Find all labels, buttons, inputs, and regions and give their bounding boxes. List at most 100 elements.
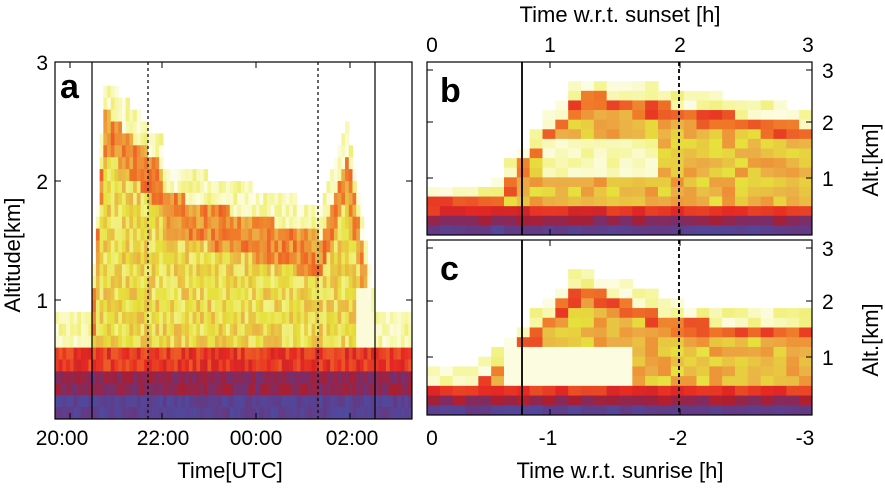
panel-a-label: a [60,68,80,106]
panel-a-cell [203,347,209,361]
panel-a-cell [330,216,335,230]
panel-a-cell [408,383,412,396]
panel-a-cell [345,347,350,361]
panel-a-cell [99,204,104,218]
panel-a-cell [192,347,197,361]
panel-a-cell [266,216,272,230]
panel-a-cell [84,371,90,384]
panel-a-cell [211,288,216,301]
panel-a-cell [162,383,168,396]
panel-a-cell [374,347,380,361]
panel-a-cell [103,181,108,194]
panel-b-cell [632,119,646,130]
panel-a-cell [233,181,238,194]
panel-b-cell [683,129,698,140]
panel-a-cell [404,359,409,372]
panel-a-cell [278,323,283,337]
panel-a-cell [266,359,272,372]
panel-a-cell [259,383,264,396]
panel-a-cell [62,407,67,419]
panel-a-cell [322,276,328,289]
panel-c-cell [439,385,454,397]
panel-c-cell [606,298,621,309]
panel-a-cell [397,335,402,349]
panel-a-cell [144,228,149,242]
panel-a-cell [147,407,153,419]
panel-a-cell [345,121,350,134]
panel-c-cell [606,376,621,387]
panel-a-cell [315,347,320,361]
panel-a-cell [95,228,101,242]
panel-a-cell [389,335,395,349]
panel-a-cell [345,335,350,349]
panel-a-cell [66,323,71,337]
panel-a-cell [211,264,216,277]
panel-a-cell [311,204,316,218]
panel-a-cell [133,157,138,170]
panel-a-cell [285,216,290,230]
panel-a-cell [88,371,93,384]
panel-b-cell [529,138,544,150]
panel-a-cell [330,288,335,301]
panel-a-cell [248,311,253,325]
panel-a-cell [73,383,78,396]
panel-a-cell [237,276,242,289]
panel-c-cell [670,337,685,348]
panel-a-cell [125,133,130,146]
panel-a-cell [203,371,209,384]
panel-b-cell [529,129,544,140]
panel-a-cell [293,264,298,277]
panel-a-cell [55,347,60,361]
panel-a-cell [393,335,398,349]
panel-a-cell [144,300,149,313]
panel-a-cell [84,335,90,349]
panel-a-cell [170,252,175,265]
panel-a-cell [62,323,67,337]
panel-c-cell [516,327,531,338]
panel-a-cell [348,228,354,242]
panel-a-cell [337,323,342,337]
panel-c-cell [683,356,698,367]
panel-a-cell [278,311,283,325]
panel-a-cell [151,371,157,384]
panel-a-cell [181,192,186,206]
panel-a-cell [136,192,142,206]
panel-b-cell [581,177,595,188]
panel-c-cell [735,385,749,397]
panel-a-cell [259,323,264,337]
panel-a-cell [140,371,145,384]
panel-a-cell [185,240,190,253]
panel-b-cell [555,158,569,169]
panel-a-cell [58,383,64,396]
panel-b-cell [555,215,569,226]
panel-a-cell [214,383,220,396]
panel-a-cell [348,169,354,182]
panel-a-cell [200,371,205,384]
panel-a-cell [136,228,142,242]
panel-a-cell [363,311,368,325]
panel-c-cell [491,376,505,387]
panel-a-cell [214,395,220,408]
panel-a-cell [367,288,372,301]
panel-b-cell [658,100,672,111]
panel-b-cell [696,158,710,169]
panel-a-cell [110,371,116,384]
panel-a-cell [118,216,123,230]
panel-a-cell [200,383,205,396]
panel-a-cell [77,371,82,384]
panel-b-cell [683,167,698,178]
panel-b-cell [773,129,787,140]
panel-a-cell [133,288,138,301]
panel-a-cell [304,204,309,218]
panel-a-cell [174,359,179,372]
panel-c-cell [670,346,685,358]
panel-a-cell [307,300,313,313]
panel-a-cell [226,216,231,230]
panel-a-cell [114,169,119,182]
panel-a-cell [107,347,112,361]
panel-a-cell [311,240,316,253]
panel-a-cell [151,335,157,349]
panel-a-cell [147,133,153,146]
panel-c-cell [568,308,582,319]
panel-a-cell [62,383,67,396]
